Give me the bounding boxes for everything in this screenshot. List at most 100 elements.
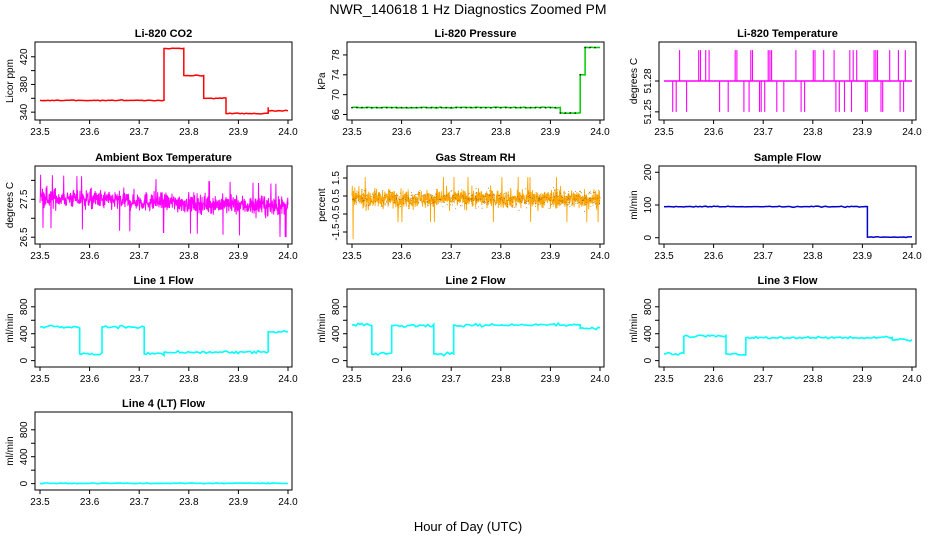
plot-frame bbox=[34, 288, 293, 368]
x-tick-label: 23.9 bbox=[541, 251, 561, 262]
x-tick-label: 24.0 bbox=[590, 374, 610, 385]
series-point bbox=[400, 106, 403, 109]
y-tick-label: 0 bbox=[19, 480, 30, 486]
y-axis-label: ml/min bbox=[317, 313, 328, 342]
x-axis: 23.5 23.6 23.7 23.8 23.9 24.0 bbox=[342, 244, 610, 262]
series-point bbox=[569, 112, 572, 114]
series-line bbox=[39, 174, 289, 238]
series-point bbox=[445, 106, 448, 109]
series-point bbox=[494, 106, 497, 109]
series-point bbox=[470, 106, 472, 109]
series-point bbox=[455, 106, 458, 109]
panels-container: Li-820 CO2 23.5 23.6 23.7 23.8 23.9 24.0 340 380… bbox=[5, 28, 922, 508]
x-axis: 23.5 23.6 23.7 23.8 23.9 24.0 bbox=[30, 120, 298, 138]
series-point bbox=[539, 106, 542, 109]
panel-title: Line 3 Flow bbox=[758, 275, 818, 287]
x-tick-label: 23.5 bbox=[342, 374, 362, 385]
series-point bbox=[480, 106, 482, 109]
x-tick-label: 23.9 bbox=[229, 497, 249, 508]
x-tick-label: 23.6 bbox=[704, 127, 724, 138]
series-point bbox=[509, 106, 512, 109]
x-tick-label: 23.8 bbox=[803, 127, 823, 138]
y-axis: 66 70 74 78 bbox=[331, 49, 347, 120]
x-tick-label: 23.7 bbox=[129, 251, 149, 262]
x-tick-label: 23.9 bbox=[541, 374, 561, 385]
y-tick-label: 400 bbox=[19, 325, 30, 342]
panel-6: Sample Flow 23.5 23.6 23.7 23.8 23.9 24.0 0 100 2… bbox=[629, 152, 922, 262]
y-axis: 26.5 27.5 bbox=[19, 179, 35, 247]
panel-8: Line 2 Flow 23.5 23.6 23.7 23.8 23.9 24.0 0 400 8… bbox=[317, 275, 610, 385]
x-axis: 23.5 23.6 23.7 23.8 23.9 24.0 bbox=[30, 490, 298, 508]
x-tick-label: 24.0 bbox=[278, 374, 298, 385]
series-point bbox=[405, 106, 408, 109]
x-tick-label: 23.7 bbox=[441, 127, 461, 138]
panel-title: Line 2 Flow bbox=[446, 275, 506, 287]
series-point bbox=[370, 106, 373, 109]
data-series bbox=[351, 46, 601, 115]
plot-frame bbox=[658, 165, 917, 245]
x-tick-label: 23.9 bbox=[229, 127, 249, 138]
y-tick-label: 0 bbox=[643, 357, 654, 363]
panel-title: Li-820 Temperature bbox=[737, 28, 838, 40]
y-tick-label: 51.28 bbox=[643, 68, 654, 93]
series-point bbox=[574, 112, 577, 114]
y-axis: -1.5-0.5 0.5 1.5 bbox=[331, 171, 347, 241]
series-point bbox=[564, 112, 567, 114]
x-tick-label: 23.6 bbox=[704, 251, 724, 262]
y-axis-label: ml/min bbox=[629, 313, 640, 342]
y-axis-label: degrees C bbox=[5, 182, 16, 228]
x-tick-label: 23.7 bbox=[441, 251, 461, 262]
series-point bbox=[485, 106, 487, 109]
y-axis: 51.25 51.28 bbox=[643, 68, 659, 124]
data-series bbox=[39, 47, 289, 115]
series-point bbox=[410, 106, 413, 109]
panel-3: Li-820 Temperature 23.5 23.6 23.7 23.8 23.9 24… bbox=[629, 28, 922, 138]
series-line bbox=[39, 324, 289, 358]
series-point bbox=[490, 106, 492, 109]
y-tick-label: 0 bbox=[643, 235, 654, 241]
x-tick-label: 23.7 bbox=[753, 374, 773, 385]
y-tick-label: 800 bbox=[331, 298, 342, 315]
y-tick-label: 400 bbox=[643, 325, 654, 342]
panel-10: Line 4 (LT) Flow 23.5 23.6 23.7 23.8 23.9 24.0… bbox=[5, 398, 298, 508]
y-tick-label: 0 bbox=[19, 357, 30, 363]
y-tick-label: 800 bbox=[643, 298, 654, 315]
series-point bbox=[559, 112, 562, 114]
panel-9: Line 3 Flow 23.5 23.6 23.7 23.8 23.9 24.0 0 400 8… bbox=[629, 275, 922, 385]
y-tick-label: 100 bbox=[643, 196, 654, 213]
y-tick-label: 1.5 bbox=[331, 171, 342, 185]
y-axis-label: ml/min bbox=[629, 190, 640, 219]
series-line bbox=[351, 321, 601, 357]
y-tick-label: 0.5 bbox=[331, 189, 342, 203]
x-tick-label: 23.5 bbox=[30, 127, 50, 138]
y-tick-label: 380 bbox=[19, 76, 30, 93]
panel-4: Ambient Box Temperature 23.5 23.6 23.7 23.8 2… bbox=[5, 152, 298, 262]
x-tick-label: 24.0 bbox=[902, 251, 922, 262]
series-line bbox=[663, 334, 913, 356]
y-tick-label: -0.5 bbox=[331, 205, 342, 223]
panel-title: Ambient Box Temperature bbox=[95, 152, 232, 164]
x-tick-label: 23.5 bbox=[654, 127, 674, 138]
x-axis: 23.5 23.6 23.7 23.8 23.9 24.0 bbox=[654, 244, 922, 262]
panel-1: Li-820 CO2 23.5 23.6 23.7 23.8 23.9 24.0 340 380… bbox=[5, 28, 298, 138]
x-tick-label: 23.7 bbox=[753, 127, 773, 138]
y-axis-label: percent bbox=[317, 188, 328, 222]
series-point bbox=[499, 106, 502, 109]
series-point bbox=[549, 106, 552, 109]
series-point bbox=[390, 106, 393, 109]
x-tick-label: 23.9 bbox=[853, 251, 873, 262]
x-tick-label: 23.8 bbox=[491, 251, 511, 262]
x-tick-label: 23.5 bbox=[342, 251, 362, 262]
x-tick-label: 23.9 bbox=[853, 374, 873, 385]
x-tick-label: 23.9 bbox=[229, 374, 249, 385]
y-tick-label: 0 bbox=[331, 357, 342, 363]
series-point bbox=[554, 106, 557, 109]
series-point bbox=[594, 46, 596, 49]
x-axis: 23.5 23.6 23.7 23.8 23.9 24.0 bbox=[30, 244, 298, 262]
y-axis: 0 400 800 bbox=[643, 298, 659, 363]
x-tick-label: 23.5 bbox=[342, 127, 362, 138]
x-tick-label: 24.0 bbox=[590, 251, 610, 262]
data-series bbox=[351, 321, 601, 357]
x-axis: 23.5 23.6 23.7 23.8 23.9 24.0 bbox=[30, 367, 298, 385]
series-point bbox=[524, 106, 527, 109]
